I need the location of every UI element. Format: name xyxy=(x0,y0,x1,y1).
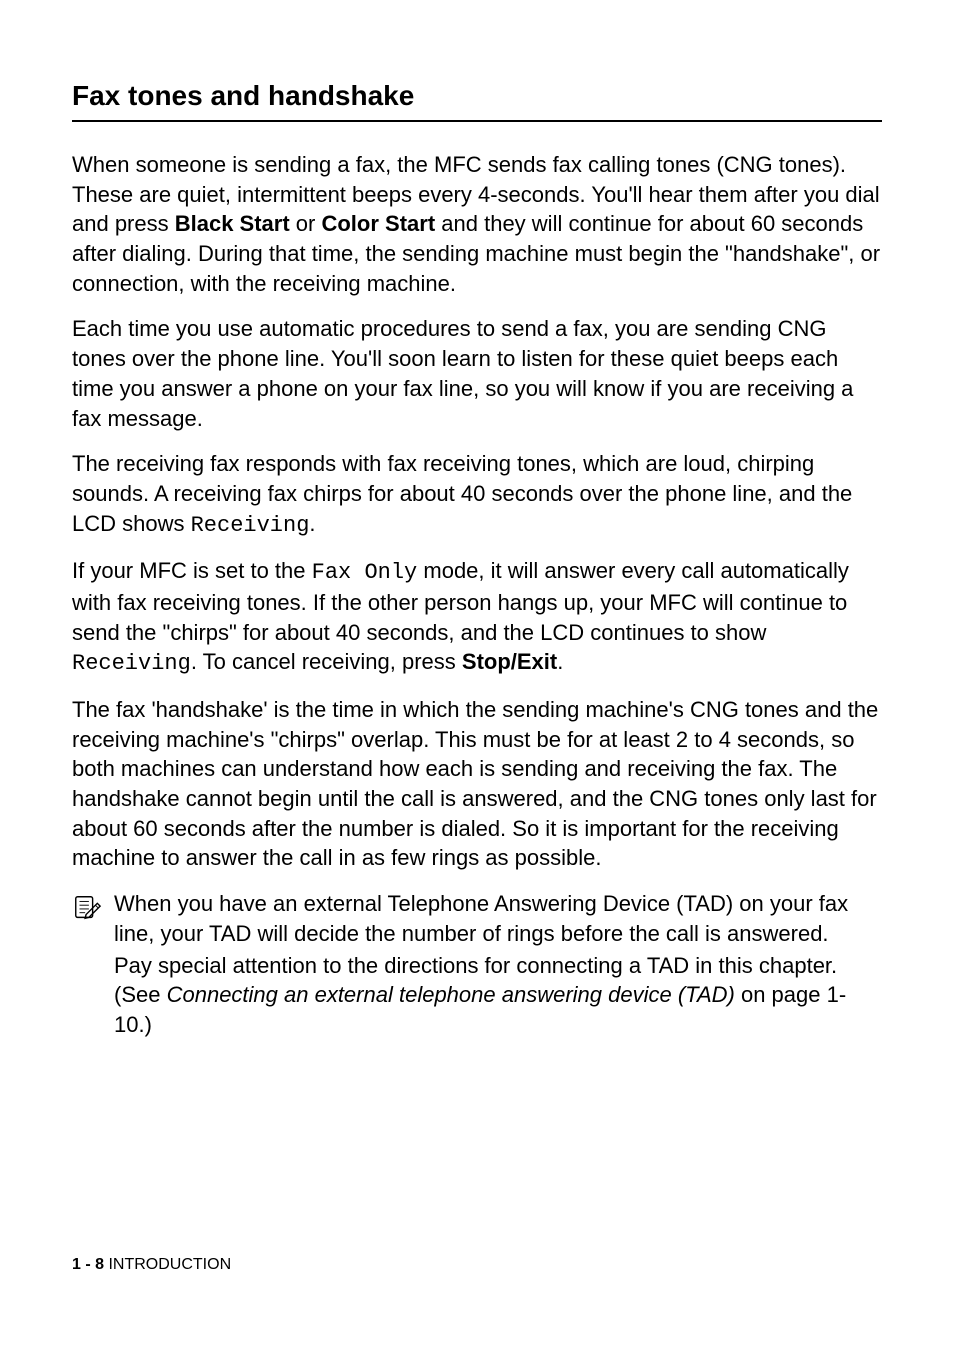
paragraph-2: Each time you use automatic procedures t… xyxy=(72,314,882,433)
stop-exit-label: Stop/Exit xyxy=(462,649,557,674)
note-icon xyxy=(72,893,108,928)
paragraph-4: If your MFC is set to the Fax Only mode,… xyxy=(72,556,882,679)
receiving-lcd-text: Receiving xyxy=(191,513,310,538)
black-start-label: Black Start xyxy=(175,211,290,236)
text-span: or xyxy=(290,211,322,236)
text-span: If your MFC is set to the xyxy=(72,558,312,583)
paragraph-5: The fax 'handshake' is the time in which… xyxy=(72,695,882,873)
note-paragraph-2: Pay special attention to the directions … xyxy=(114,951,882,1040)
color-start-label: Color Start xyxy=(321,211,435,236)
section-heading: Fax tones and handshake xyxy=(72,80,882,122)
page-number: 1 - 8 xyxy=(72,1256,104,1273)
receiving-lcd-text: Receiving xyxy=(72,651,191,676)
text-span: The receiving fax responds with fax rece… xyxy=(72,451,852,535)
fax-only-mode-text: Fax Only xyxy=(312,560,418,585)
note-text: When you have an external Telephone Answ… xyxy=(114,889,882,1041)
chapter-name: INTRODUCTION xyxy=(104,1256,231,1273)
note-block: When you have an external Telephone Answ… xyxy=(72,889,882,1041)
page-footer: 1 - 8 INTRODUCTION xyxy=(72,1256,231,1274)
paragraph-1: When someone is sending a fax, the MFC s… xyxy=(72,150,882,298)
text-span: . To cancel receiving, press xyxy=(191,649,462,674)
text-span: . xyxy=(557,649,563,674)
cross-reference: Connecting an external telephone answeri… xyxy=(167,982,735,1007)
text-span: . xyxy=(309,511,315,536)
note-paragraph-1: When you have an external Telephone Answ… xyxy=(114,889,882,948)
paragraph-3: The receiving fax responds with fax rece… xyxy=(72,449,882,540)
